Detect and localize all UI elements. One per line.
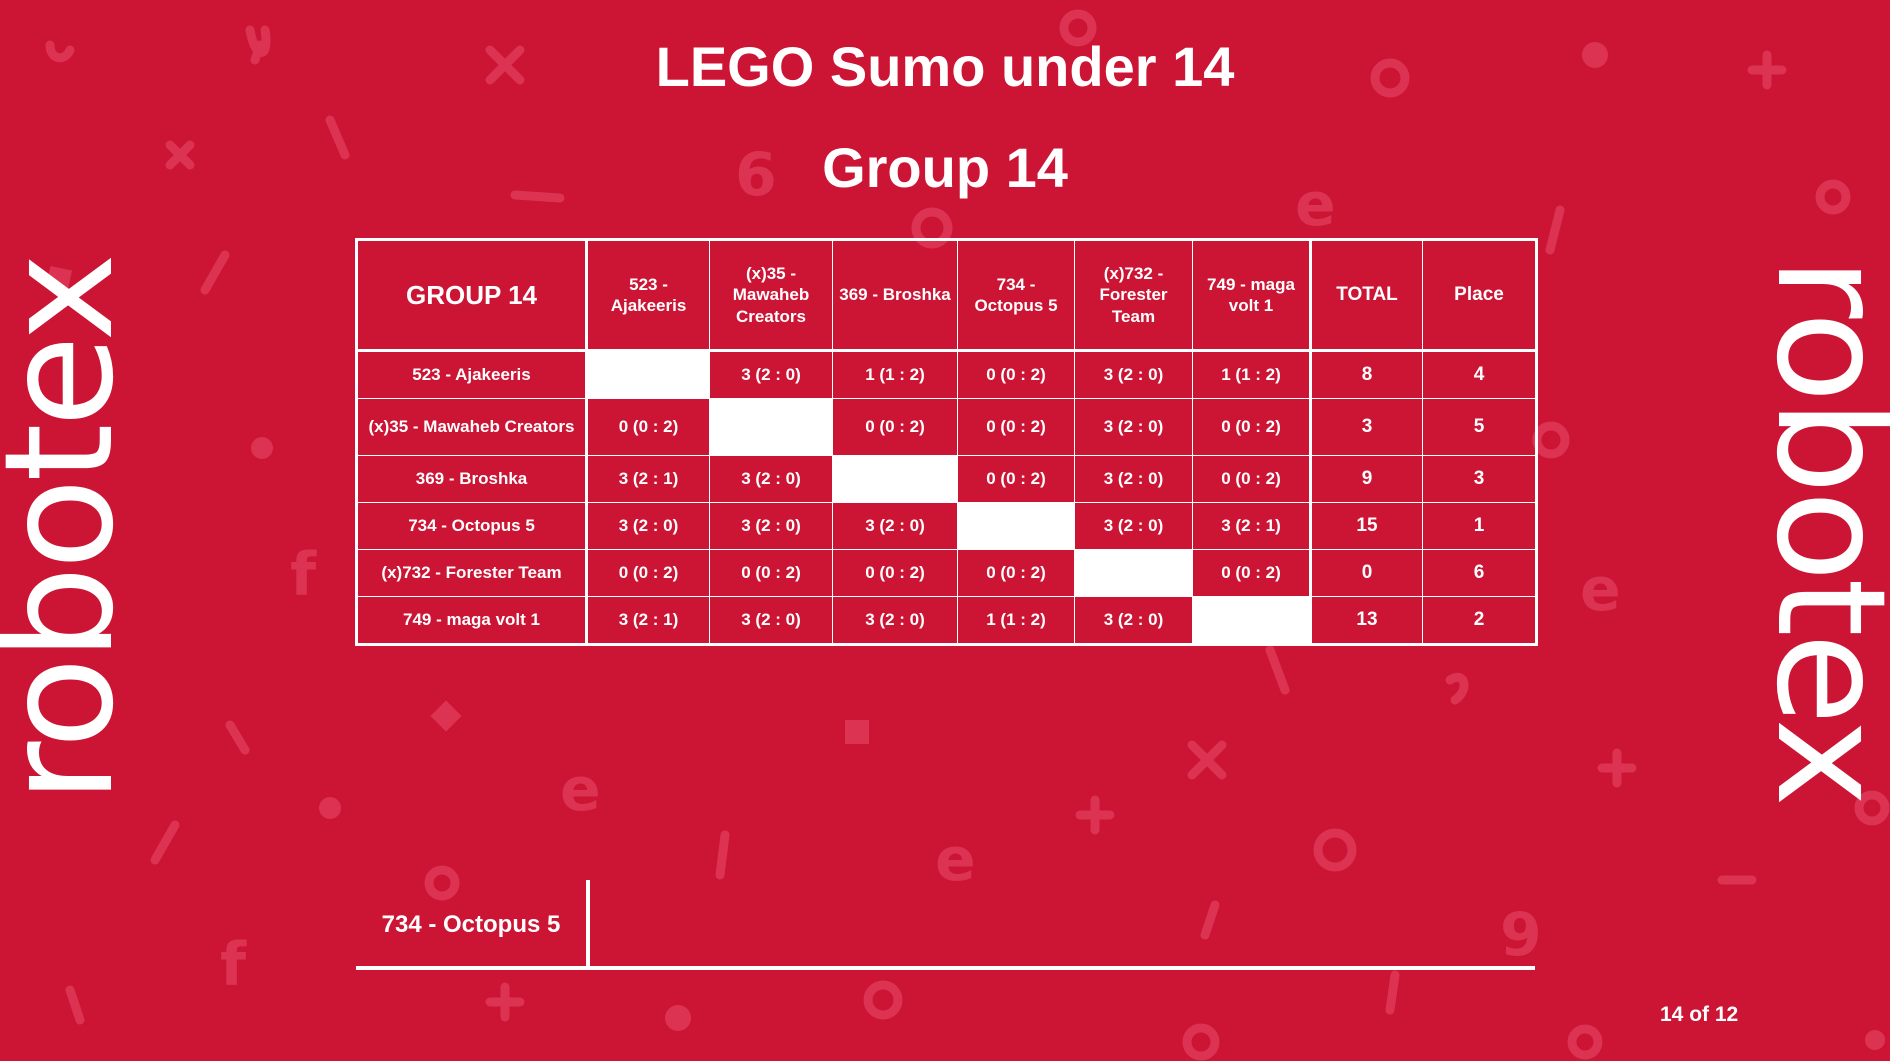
- place-cell: 6: [1422, 549, 1537, 597]
- self-match-cell: [586, 350, 710, 399]
- svg-text:e: e: [935, 825, 976, 895]
- table-row: 523 - Ajakeeris 3 (2 : 0) 1 (1 : 2) 0 (0…: [356, 350, 1537, 399]
- svg-text:e: e: [1580, 555, 1621, 625]
- place-cell: 1: [1422, 502, 1537, 551]
- total-cell: 9: [1310, 455, 1423, 504]
- match-result-cell: 0 (0 : 2): [586, 397, 710, 457]
- row-team-name: 734 - Octopus 5: [356, 502, 588, 551]
- table-row: 749 - maga volt 1 3 (2 : 1) 3 (2 : 0) 3 …: [356, 595, 1537, 646]
- match-result-cell: 0 (0 : 2): [957, 350, 1075, 399]
- match-result-cell: 0 (0 : 2): [832, 549, 958, 597]
- column-header: (x)732 - Forester Team: [1074, 239, 1193, 352]
- match-result-cell: 0 (0 : 2): [832, 397, 958, 457]
- column-header: (x)35 - Mawaheb Creators: [709, 239, 833, 352]
- match-result-cell: 0 (0 : 2): [709, 549, 833, 597]
- self-match-cell: [957, 502, 1075, 551]
- place-header: Place: [1422, 239, 1537, 352]
- match-result-cell: 0 (0 : 2): [957, 549, 1075, 597]
- table-row: (x)35 - Mawaheb Creators 0 (0 : 2) 0 (0 …: [356, 397, 1537, 457]
- row-team-name: 749 - maga volt 1: [356, 595, 588, 646]
- column-header: 523 - Ajakeeris: [586, 239, 710, 352]
- self-match-cell: [709, 397, 833, 457]
- match-result-cell: 1 (1 : 2): [1192, 350, 1312, 399]
- match-result-cell: 3 (2 : 0): [1074, 455, 1193, 504]
- winner-divider-vertical: [586, 880, 590, 970]
- table-row: 734 - Octopus 5 3 (2 : 0) 3 (2 : 0) 3 (2…: [356, 502, 1537, 551]
- row-team-name: (x)35 - Mawaheb Creators: [356, 397, 588, 457]
- match-result-cell: 1 (1 : 2): [832, 350, 958, 399]
- group-subtitle: Group 14: [822, 136, 1068, 199]
- total-cell: 0: [1310, 549, 1423, 597]
- column-header: 369 - Broshka: [832, 239, 958, 352]
- standings-table: GROUP 14 523 - Ajakeeris (x)35 - Mawaheb…: [355, 238, 1538, 646]
- total-cell: 3: [1310, 397, 1423, 457]
- match-result-cell: 3 (2 : 0): [709, 595, 833, 646]
- table-row: 369 - Broshka 3 (2 : 1) 3 (2 : 0) 0 (0 :…: [356, 455, 1537, 504]
- match-result-cell: 3 (2 : 0): [832, 502, 958, 551]
- winner-section: 734 - Octopus 5: [356, 880, 1535, 970]
- match-result-cell: 3 (2 : 0): [1074, 350, 1193, 399]
- match-result-cell: 3 (2 : 0): [832, 595, 958, 646]
- self-match-cell: [1192, 595, 1312, 646]
- row-team-name: 523 - Ajakeeris: [356, 350, 588, 399]
- match-result-cell: 0 (0 : 2): [1192, 397, 1312, 457]
- match-result-cell: 3 (2 : 0): [586, 502, 710, 551]
- match-result-cell: 3 (2 : 0): [1074, 502, 1193, 551]
- match-result-cell: 3 (2 : 1): [1192, 502, 1312, 551]
- group-label: GROUP 14: [356, 239, 588, 352]
- winner-team-name: 734 - Octopus 5: [381, 911, 561, 938]
- row-team-name: 369 - Broshka: [356, 455, 588, 504]
- svg-text:f: f: [220, 930, 247, 1000]
- match-result-cell: 3 (2 : 0): [1074, 595, 1193, 646]
- match-result-cell: 3 (2 : 0): [709, 455, 833, 504]
- place-cell: 5: [1422, 397, 1537, 457]
- column-header: 734 - Octopus 5: [957, 239, 1075, 352]
- page-counter: 14 of 12: [1660, 1003, 1739, 1026]
- match-result-cell: 1 (1 : 2): [957, 595, 1075, 646]
- total-cell: 15: [1310, 502, 1423, 551]
- winner-divider-horizontal: [356, 966, 1535, 970]
- total-header: TOTAL: [1310, 239, 1423, 352]
- match-result-cell: 3 (2 : 1): [586, 455, 710, 504]
- place-cell: 4: [1422, 350, 1537, 399]
- total-cell: 8: [1310, 350, 1423, 399]
- match-result-cell: 0 (0 : 2): [586, 549, 710, 597]
- place-cell: 3: [1422, 455, 1537, 504]
- svg-text:f: f: [290, 540, 317, 610]
- robotex-logo-left: robotex: [0, 256, 147, 804]
- header-row: GROUP 14 523 - Ajakeeris (x)35 - Mawaheb…: [356, 239, 1537, 352]
- match-result-cell: 0 (0 : 2): [957, 455, 1075, 504]
- page-title: LEGO Sumo under 14: [655, 35, 1235, 98]
- match-result-cell: 0 (0 : 2): [1192, 455, 1312, 504]
- match-result-cell: 3 (2 : 0): [709, 502, 833, 551]
- table-row: (x)732 - Forester Team 0 (0 : 2) 0 (0 : …: [356, 549, 1537, 597]
- place-cell: 2: [1422, 595, 1537, 646]
- svg-text:e: e: [1295, 170, 1336, 240]
- match-result-cell: 3 (2 : 0): [1074, 397, 1193, 457]
- self-match-cell: [1074, 549, 1193, 597]
- column-header: 749 - maga volt 1: [1192, 239, 1312, 352]
- row-team-name: (x)732 - Forester Team: [356, 549, 588, 597]
- total-cell: 13: [1310, 595, 1423, 646]
- self-match-cell: [832, 455, 958, 504]
- match-result-cell: 3 (2 : 0): [709, 350, 833, 399]
- robotex-logo-right: robotex: [1743, 256, 1890, 804]
- match-result-cell: 3 (2 : 1): [586, 595, 710, 646]
- svg-text:6: 6: [735, 140, 777, 210]
- match-result-cell: 0 (0 : 2): [1192, 549, 1312, 597]
- svg-text:e: e: [560, 755, 601, 825]
- match-result-cell: 0 (0 : 2): [957, 397, 1075, 457]
- svg-text:9: 9: [1500, 900, 1542, 970]
